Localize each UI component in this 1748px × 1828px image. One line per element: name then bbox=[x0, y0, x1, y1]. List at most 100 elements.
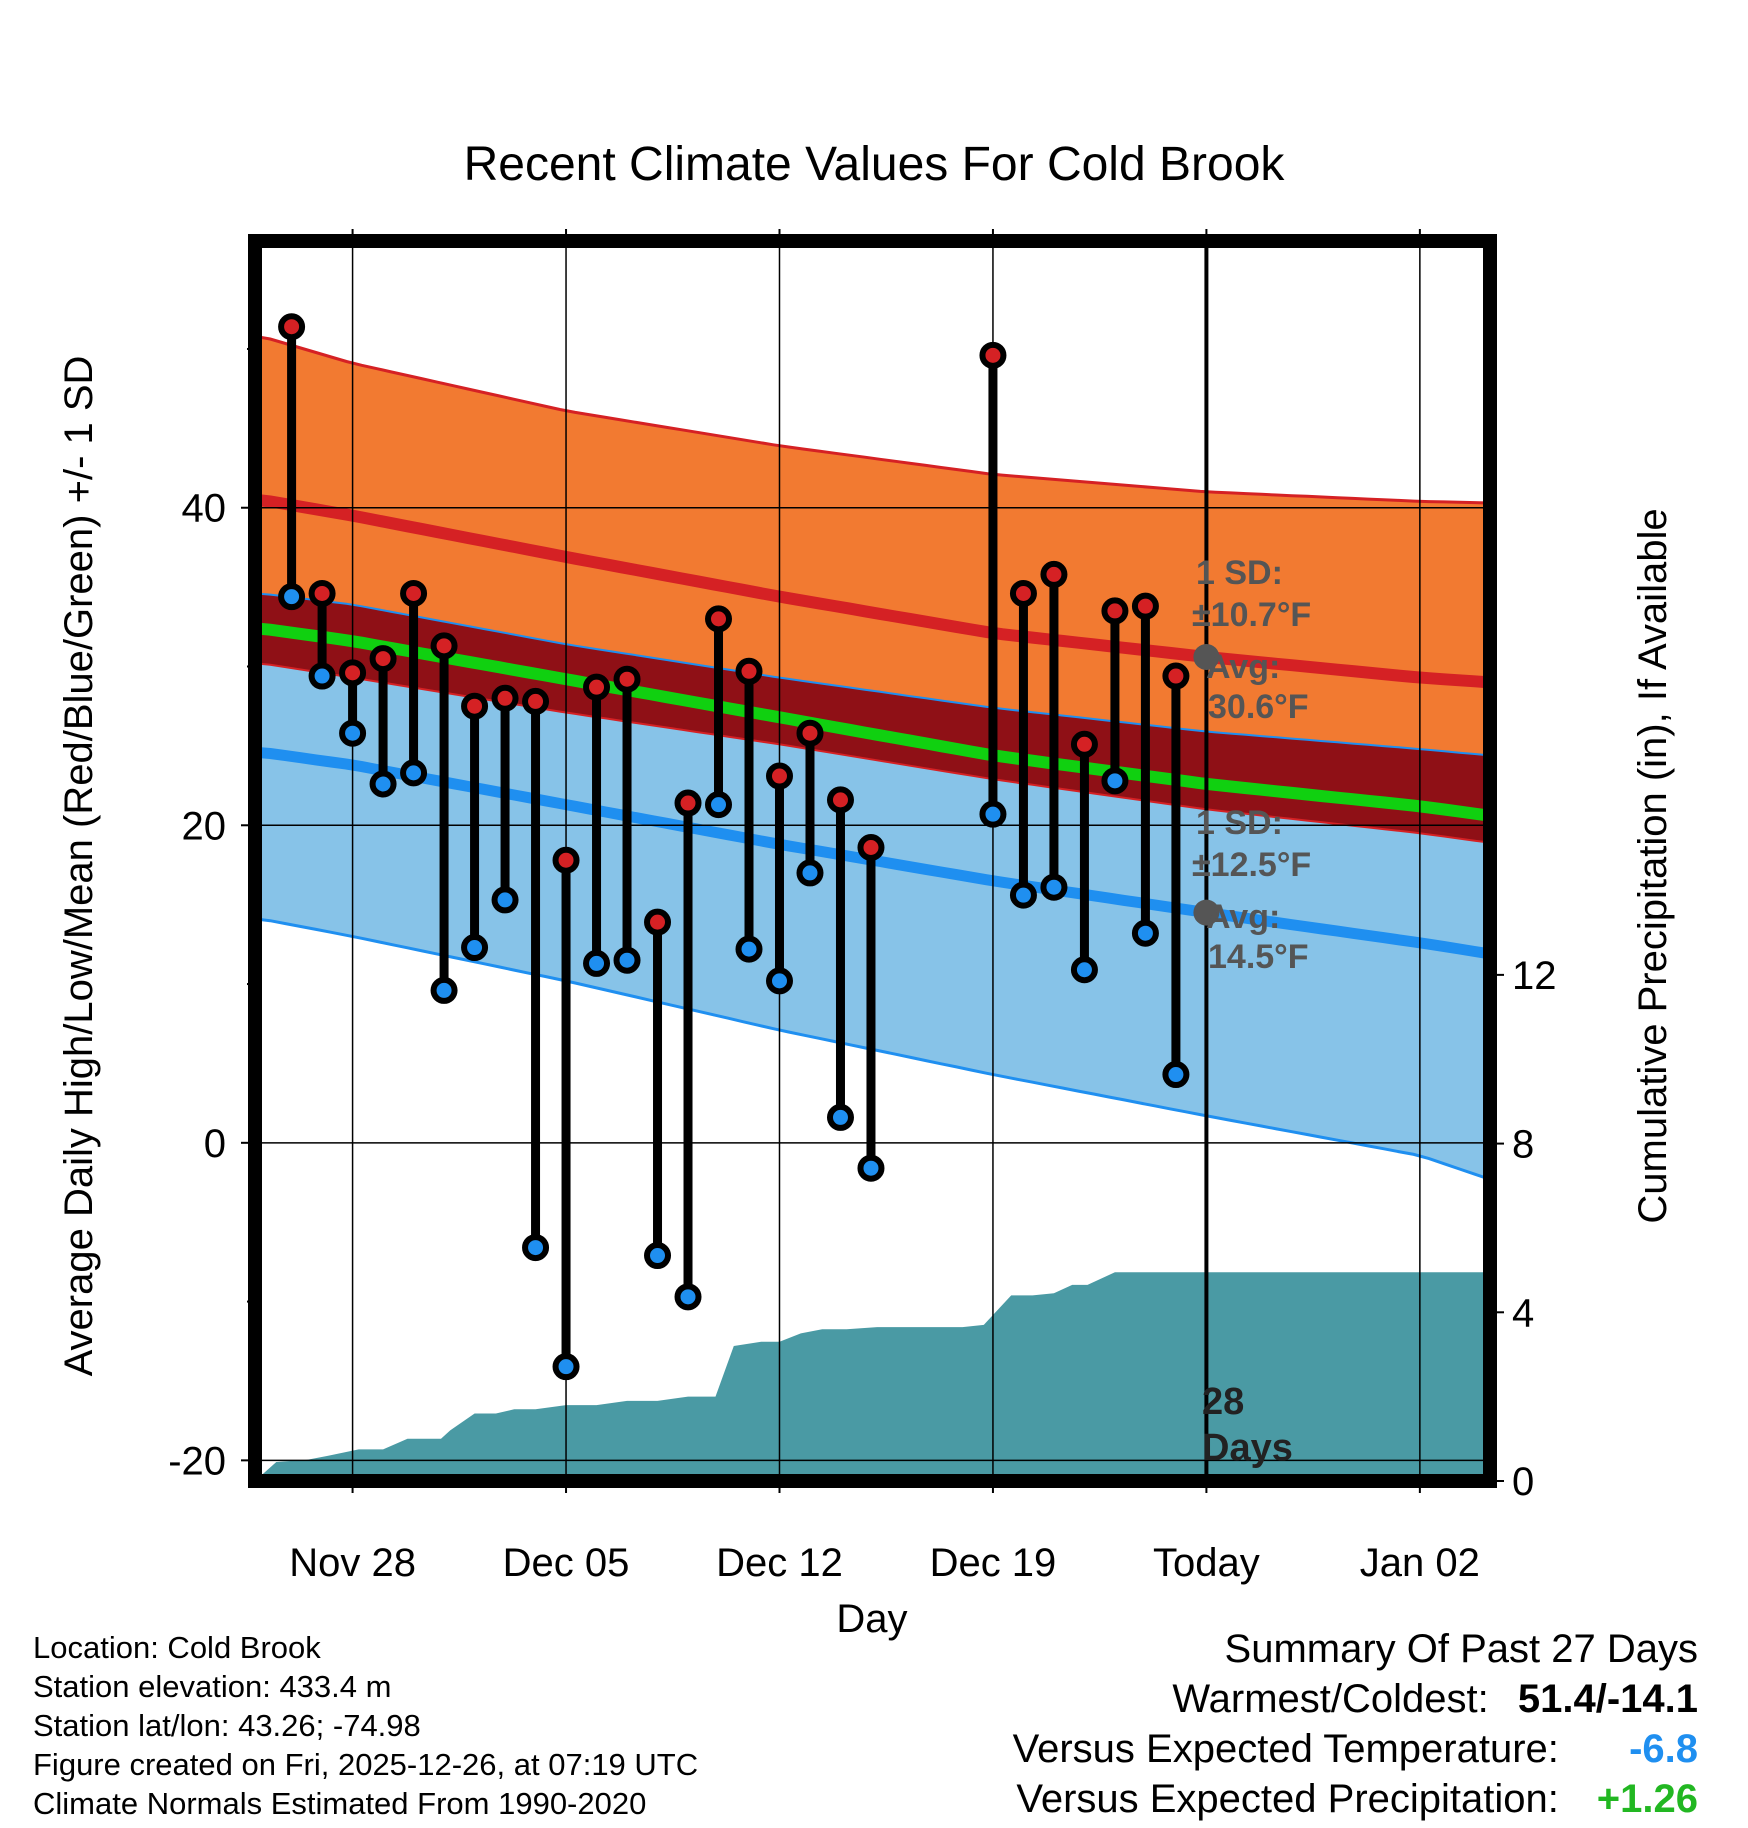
daily-low-point bbox=[308, 662, 336, 690]
x-tick-label: Jan 02 bbox=[1360, 1541, 1480, 1585]
daily-high-point bbox=[461, 692, 489, 720]
daily-high-point bbox=[1009, 579, 1037, 607]
high-sd-label: 1 SD: bbox=[1196, 554, 1283, 592]
high-sd-value: ±10.7°F bbox=[1192, 596, 1311, 634]
normals-text: Climate Normals Estimated From 1990-2020 bbox=[33, 1786, 647, 1821]
daily-high-point bbox=[705, 605, 733, 633]
daily-high-point bbox=[796, 719, 824, 747]
daily-high-point bbox=[1131, 592, 1159, 620]
x-tick-label: Dec 05 bbox=[503, 1541, 630, 1585]
axes: Nov 28 Dec 05 Dec 12 Dec 19 Today Jan 02 -20 0 2… bbox=[168, 229, 1557, 1585]
y2-tick-label: 0 bbox=[1512, 1460, 1534, 1504]
daily-low-point bbox=[339, 719, 367, 747]
low-avg-value: 14.5°F bbox=[1208, 938, 1309, 976]
daily-low-point bbox=[1009, 881, 1037, 909]
days-count: 28 bbox=[1202, 1381, 1244, 1423]
low-sd-value: ±12.5°F bbox=[1192, 846, 1311, 884]
daily-low-point bbox=[278, 583, 306, 611]
daily-low-point bbox=[1040, 873, 1068, 901]
location-text: Location: Cold Brook bbox=[33, 1630, 321, 1665]
x-tick-label: Nov 28 bbox=[289, 1541, 416, 1585]
temp-departure-value: -6.8 bbox=[1629, 1727, 1698, 1771]
daily-low-point bbox=[979, 800, 1007, 828]
daily-high-point bbox=[430, 632, 458, 660]
daily-low-point bbox=[461, 934, 489, 962]
summary-panel: Summary Of Past 27 Days Warmest/Coldest:… bbox=[1013, 1624, 1698, 1824]
y-tick-label: 40 bbox=[182, 487, 227, 531]
y-tick-label: -20 bbox=[168, 1439, 226, 1483]
daily-high-point bbox=[583, 673, 611, 701]
y2-axis-label: Cumulative Precipitation (in), If Availa… bbox=[1631, 508, 1675, 1223]
daily-high-point bbox=[735, 657, 763, 685]
daily-low-point bbox=[369, 770, 397, 798]
daily-high-point bbox=[765, 762, 793, 790]
low-sd-label: 1 SD: bbox=[1196, 804, 1283, 842]
daily-low-point bbox=[705, 791, 733, 819]
daily-high-point bbox=[522, 687, 550, 715]
daily-high-point bbox=[339, 659, 367, 687]
days-label: Days bbox=[1202, 1427, 1293, 1469]
daily-low-point bbox=[491, 886, 519, 914]
daily-high-point bbox=[674, 789, 702, 817]
high-avg-marker bbox=[1193, 643, 1220, 670]
daily-high-point bbox=[369, 645, 397, 673]
plot-area bbox=[261, 247, 1484, 1475]
x-tick-label: Today bbox=[1153, 1541, 1260, 1585]
high-average-line bbox=[261, 494, 1484, 688]
summary-row-extremes: Warmest/Coldest: 51.4/-14.1 bbox=[1013, 1674, 1698, 1724]
daily-low-point bbox=[552, 1353, 580, 1381]
daily-low-point bbox=[1162, 1061, 1190, 1089]
high-avg-label: Avg: bbox=[1206, 648, 1280, 686]
daily-high-point bbox=[1040, 560, 1068, 588]
daily-low-point bbox=[765, 967, 793, 995]
daily-low-point bbox=[735, 935, 763, 963]
daily-low-point bbox=[400, 759, 428, 787]
summary-row-precip: Versus Expected Precipitation: +1.26 bbox=[1013, 1774, 1698, 1824]
daily-high-point bbox=[278, 313, 306, 341]
low-avg-marker bbox=[1193, 899, 1220, 926]
warmest-coldest-label: Warmest/Coldest: bbox=[1172, 1677, 1489, 1721]
daily-low-point bbox=[1131, 919, 1159, 947]
precipitation-area bbox=[261, 1272, 1484, 1475]
daily-low-point bbox=[613, 946, 641, 974]
precip-departure-value: +1.26 bbox=[1596, 1777, 1698, 1821]
daily-high-point bbox=[1101, 597, 1129, 625]
chart-title: Recent Climate Values For Cold Brook bbox=[464, 138, 1286, 191]
daily-high-point bbox=[857, 834, 885, 862]
y2-tick-label: 8 bbox=[1512, 1123, 1534, 1167]
daily-high-point bbox=[613, 665, 641, 693]
warmest-coldest-value: 51.4/-14.1 bbox=[1517, 1677, 1698, 1721]
y-axis-label: Average Daily High/Low/Mean (Red/Blue/Gr… bbox=[57, 356, 101, 1377]
plot-frame bbox=[248, 234, 1497, 1488]
station-info: Location: Cold Brook Station elevation: … bbox=[33, 1628, 698, 1823]
daily-low-point bbox=[522, 1234, 550, 1262]
high-avg-value: 30.6°F bbox=[1208, 688, 1309, 726]
low-upper-line bbox=[261, 662, 1484, 843]
low-avg-label: Avg: bbox=[1206, 898, 1280, 936]
daily-low-point bbox=[644, 1242, 672, 1270]
x-tick-label: Dec 19 bbox=[930, 1541, 1057, 1585]
daily-low-point bbox=[1070, 956, 1098, 984]
latlon-text: Station lat/lon: 43.26; -74.98 bbox=[33, 1708, 421, 1743]
x-tick-label: Dec 12 bbox=[716, 1541, 843, 1585]
daily-high-point bbox=[979, 341, 1007, 369]
daily-high-point bbox=[552, 846, 580, 874]
daily-low-point bbox=[1101, 767, 1129, 795]
annotations: 1 SD: ±10.7°F Avg: 30.6°F 1 SD: ±12.5°F … bbox=[1192, 554, 1311, 1469]
daily-high-point bbox=[491, 684, 519, 712]
daily-low-point bbox=[583, 949, 611, 977]
high-lower-line bbox=[261, 592, 1484, 756]
daily-low-point bbox=[674, 1283, 702, 1311]
y2-tick-label: 12 bbox=[1512, 954, 1557, 998]
daily-low-point bbox=[857, 1154, 885, 1182]
temp-departure-label: Versus Expected Temperature: bbox=[1012, 1727, 1559, 1771]
daily-low-point bbox=[430, 976, 458, 1004]
elevation-text: Station elevation: 433.4 m bbox=[33, 1669, 392, 1704]
y-tick-label: 0 bbox=[204, 1122, 226, 1166]
mean-average-line bbox=[261, 622, 1484, 822]
daily-high-point bbox=[400, 579, 428, 607]
daily-high-point bbox=[308, 579, 336, 607]
x-axis-label: Day bbox=[836, 1597, 907, 1641]
daily-low-point bbox=[826, 1103, 854, 1131]
